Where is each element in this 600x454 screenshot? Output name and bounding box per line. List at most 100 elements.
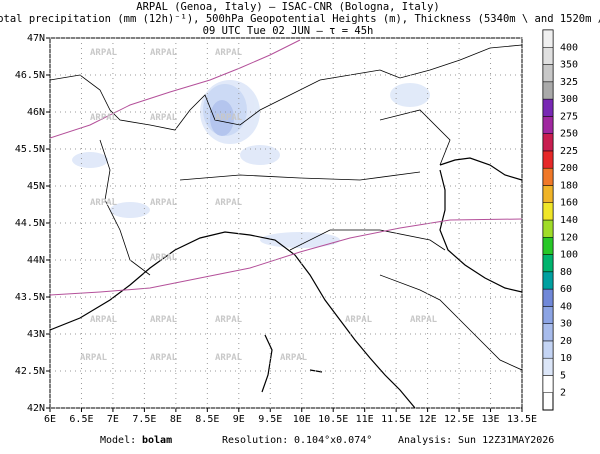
lon-label: 11E xyxy=(356,414,374,425)
colorbar-cell xyxy=(542,254,554,273)
colorbar-cell xyxy=(542,340,554,359)
watermark: ARPAL xyxy=(215,353,243,363)
lat-label: 46.5N xyxy=(15,70,45,81)
colorbar-cell xyxy=(542,323,554,342)
lon-label: 6E xyxy=(44,414,56,425)
colorbar-label: 140 xyxy=(560,215,578,226)
lon-label: 8.5E xyxy=(195,414,219,425)
watermark: ARPAL xyxy=(280,353,308,363)
title-line: 12h total precipitation (mm (12h)⁻¹), 50… xyxy=(0,13,600,25)
lon-label: 9.5E xyxy=(258,414,282,425)
lon-label: 13.5E xyxy=(507,414,537,425)
lon-label: 13E xyxy=(482,414,500,425)
colorbar-cell xyxy=(542,185,554,203)
lon-label: 8E xyxy=(170,414,182,425)
lat-label: 46N xyxy=(27,107,45,118)
colorbar-label: 225 xyxy=(560,146,578,157)
colorbar-cell xyxy=(542,47,554,65)
colorbar-cell xyxy=(542,64,554,83)
colorbar-label: 40 xyxy=(560,301,572,312)
colorbar-cell xyxy=(542,81,554,100)
colorbar-label: 200 xyxy=(560,163,578,174)
title-line: 09 UTC Tue 02 JUN – τ = 45h xyxy=(203,25,374,37)
lon-label: 9E xyxy=(233,414,245,425)
watermark: ARPAL xyxy=(150,253,178,263)
lat-label: 42N xyxy=(27,403,45,414)
colorbar-label: 80 xyxy=(560,267,572,278)
watermark: ARPAL xyxy=(150,353,178,363)
colorbar-cell xyxy=(542,150,554,169)
lat-label: 45.5N xyxy=(15,144,45,155)
colorbar-cell xyxy=(542,98,554,117)
colorbar-label: 350 xyxy=(560,60,578,71)
map-area: 6E 6.5E 7E 7.5E 8E 8.5E 9E 9.5E 10E 10.5E 11E 11.5E… xyxy=(15,33,537,425)
watermark: ARPAL xyxy=(150,48,178,58)
watermark: ARPAL xyxy=(90,315,118,325)
lat-label: 44N xyxy=(27,255,45,266)
colorbar-label: 20 xyxy=(560,336,572,347)
footer-value: bolam xyxy=(142,435,172,446)
lon-label: 7E xyxy=(107,414,119,425)
footer-value: Sun 12Z31MAY2026 xyxy=(458,435,554,446)
colorbar-cell xyxy=(542,288,554,307)
lat-label: 43.5N xyxy=(15,292,45,303)
watermark: ARPAL xyxy=(80,353,108,363)
lat-label: 45N xyxy=(27,181,45,192)
colorbar-cell xyxy=(542,271,554,290)
colorbar-cell xyxy=(542,202,554,221)
watermark: ARPAL xyxy=(150,113,178,123)
footer-label: Model: xyxy=(100,435,136,446)
colorbar-label: 325 xyxy=(560,77,578,88)
colorbar-cell xyxy=(542,219,554,238)
colorbar-cell xyxy=(542,167,554,186)
watermark: ARPAL xyxy=(150,315,178,325)
colorbar-label: 275 xyxy=(560,111,578,122)
title-line: ARPAL (Genoa, Italy) – ISAC-CNR (Bologna… xyxy=(136,1,439,13)
colorbar-label: 100 xyxy=(560,250,578,261)
watermark: ARPAL xyxy=(215,113,243,123)
colorbar-label: 120 xyxy=(560,232,578,243)
lon-label: 10E xyxy=(293,414,311,425)
colorbar-label: 30 xyxy=(560,319,572,330)
colorbar-label: 10 xyxy=(560,353,572,364)
colorbar-label: 250 xyxy=(560,129,578,140)
watermark: ARPAL xyxy=(90,48,118,58)
colorbar-label: 60 xyxy=(560,284,572,295)
watermark: ARPAL xyxy=(410,315,438,325)
watermark: ARPAL xyxy=(215,315,243,325)
lon-label: 7.5E xyxy=(132,414,156,425)
colorbar-cell xyxy=(542,375,554,393)
lon-label: 12.5E xyxy=(444,414,474,425)
lat-label: 43N xyxy=(27,329,45,340)
footer-label: Analysis: xyxy=(398,435,452,446)
colorbar-label: 2 xyxy=(560,388,566,399)
lon-label: 6.5E xyxy=(69,414,93,425)
colorbar-label: 300 xyxy=(560,94,578,105)
colorbar-label: 5 xyxy=(560,370,566,381)
watermark: ARPAL xyxy=(150,198,178,208)
colorbar-cell xyxy=(542,29,554,48)
coastlines xyxy=(50,157,522,408)
colorbar-cell xyxy=(542,237,554,255)
colorbar-cell xyxy=(542,357,554,376)
watermark: ARPAL xyxy=(90,198,118,208)
lon-label: 12E xyxy=(419,414,437,425)
colorbar-cell xyxy=(542,306,554,324)
colorbar-cell xyxy=(542,116,554,134)
watermark: ARPAL xyxy=(90,113,118,123)
watermark: ARPAL xyxy=(215,48,243,58)
footer-label: Resolution: xyxy=(222,435,288,446)
lat-label: 44.5N xyxy=(15,218,45,229)
lon-label: 11.5E xyxy=(381,414,411,425)
colorbar: 2 5 10 20 30 40 60 80 100 120 140 160 180 200 225 250 27… xyxy=(542,29,578,411)
colorbar-label: 400 xyxy=(560,42,578,53)
lon-label: 10.5E xyxy=(318,414,348,425)
watermark: ARPAL xyxy=(345,315,373,325)
lat-label: 47N xyxy=(27,33,45,44)
watermark: ARPAL xyxy=(215,198,243,208)
lat-label: 42.5N xyxy=(15,366,45,377)
colorbar-cell xyxy=(542,133,554,152)
footer-value: 0.104°x0.074° xyxy=(294,435,372,446)
colorbar-label: 180 xyxy=(560,180,578,191)
